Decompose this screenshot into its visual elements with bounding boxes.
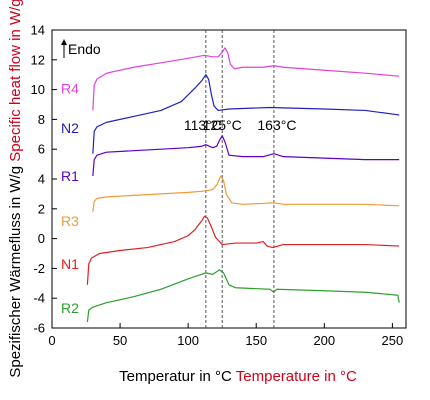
series-line-r2 [86, 269, 400, 323]
y-axis-title-de: Spezifischer Wärmefluss in W/g [7, 166, 24, 378]
y-tick-label: 0 [38, 231, 45, 246]
x-tick-label: 100 [177, 333, 199, 348]
x-axis-title: Temperatur in °C Temperature in °C [119, 368, 357, 385]
y-tick-label: 14 [31, 23, 45, 38]
series-line-n1 [86, 215, 400, 285]
x-tick-label: 50 [113, 333, 127, 348]
y-tick-label: 2 [38, 201, 45, 216]
reference-line-label: 113°C [184, 117, 222, 133]
x-axis-title-de: Temperatur in °C [119, 368, 232, 385]
x-tick-label: 150 [245, 333, 267, 348]
reference-line-label: 125°C [203, 117, 242, 133]
y-axis-title-en: Specific heat flow in W/g [7, 0, 24, 162]
y-tick-label: 4 [38, 172, 45, 187]
endo-arrow-head [61, 39, 67, 45]
series-line-r4 [92, 47, 400, 111]
series-label-r3: R3 [61, 213, 79, 229]
series-label-r4: R4 [61, 81, 79, 97]
reference-line-label: 163°C [257, 117, 296, 133]
series-line-r3 [92, 175, 400, 212]
y-tick-label: -4 [33, 291, 45, 306]
endo-indicator: Endo [61, 39, 101, 58]
series-label-r1: R1 [61, 168, 79, 184]
series-labels: R4 N2 R1 R3 N1 R2 [61, 81, 79, 317]
y-tick-label: 12 [31, 52, 45, 67]
series-lines [86, 47, 400, 323]
y-tick-label: 10 [31, 82, 45, 97]
series-line-n2 [92, 74, 400, 154]
axes: 0 50 100 150 200 250 -6 -4 -2 0 2 4 6 8 10 12 14 [31, 23, 404, 349]
series-label-n2: N2 [61, 120, 79, 136]
x-tick-label: 250 [382, 333, 404, 348]
series-label-n1: N1 [61, 256, 79, 272]
y-tick-label: -6 [33, 321, 45, 336]
y-axis-title: Spezifischer Wärmefluss in W/g Specific … [7, 0, 24, 378]
series-line-r1 [92, 135, 400, 177]
y-tick-label: -2 [33, 261, 45, 276]
x-tick-label: 200 [313, 333, 335, 348]
x-axis-title-en: Temperature in °C [236, 368, 357, 385]
x-tick-label: 0 [48, 333, 55, 348]
endo-label: Endo [68, 41, 101, 57]
y-tick-label: 8 [38, 112, 45, 127]
y-tick-label: 6 [38, 142, 45, 157]
series-label-r2: R2 [61, 300, 79, 316]
